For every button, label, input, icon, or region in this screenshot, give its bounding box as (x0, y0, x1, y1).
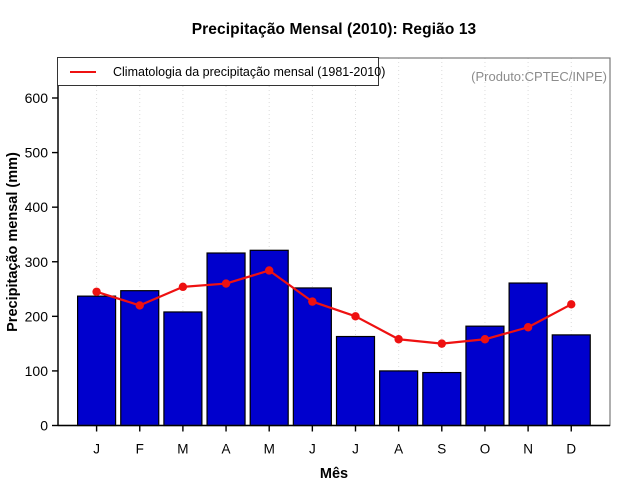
precip-bar (292, 287, 332, 427)
climatology-point (394, 335, 403, 344)
x-tick-label: J (93, 442, 100, 457)
watermark-text: (Produto:CPTEC/INPE) (471, 69, 607, 84)
y-tick-label: 0 (40, 418, 48, 434)
x-tick-label: J (352, 442, 359, 457)
climatology-point (135, 301, 144, 310)
x-tick-label: J (309, 442, 316, 457)
x-tick-label: S (437, 442, 446, 457)
precip-bar (422, 371, 462, 427)
x-tick-label: A (394, 442, 403, 457)
x-tick-label: A (222, 442, 231, 457)
climatology-point (480, 335, 490, 344)
precip-bar (249, 249, 289, 427)
y-tick-label: 100 (25, 363, 49, 379)
precip-bar (335, 335, 376, 427)
precip-bar (163, 311, 203, 427)
y-tick-label: 600 (25, 90, 49, 106)
y-axis-title: Precipitação mensal (mm) (5, 152, 21, 332)
precip-bar (379, 370, 419, 427)
x-tick-label: M (264, 442, 275, 457)
climatology-point (221, 279, 231, 288)
legend-line-sample-icon (70, 70, 96, 73)
climatology-point (523, 323, 533, 332)
precip-bar (551, 334, 591, 427)
y-tick-label: 400 (25, 199, 49, 215)
climatology-point (308, 297, 317, 306)
precip-bar (120, 290, 160, 427)
climatology-line (96, 269, 572, 345)
x-tick-label: M (177, 442, 188, 457)
precip-bar (76, 295, 117, 427)
climatology-point (351, 312, 360, 321)
y-tick-label: 200 (25, 308, 49, 324)
y-tick-label: 500 (25, 145, 49, 161)
climatology-point (265, 266, 274, 275)
x-tick-label: O (480, 442, 491, 457)
climatology-point (92, 287, 101, 296)
y-tick-label: 300 (25, 254, 49, 270)
climatology-point (567, 300, 576, 309)
climatology-point (437, 339, 446, 348)
climatology-point (178, 282, 188, 292)
chart-title: Precipitação Mensal (2010): Região 13 (191, 21, 477, 38)
legend-label: Climatologia da precipitação mensal (198… (113, 64, 386, 79)
x-tick-label: F (136, 442, 144, 457)
x-axis-title: Mês (319, 466, 349, 482)
x-tick-label: N (523, 442, 533, 457)
x-tick-label: D (566, 442, 576, 457)
precip-bar (508, 282, 548, 427)
legend-box: Climatologia da precipitação mensal (198… (57, 57, 385, 86)
